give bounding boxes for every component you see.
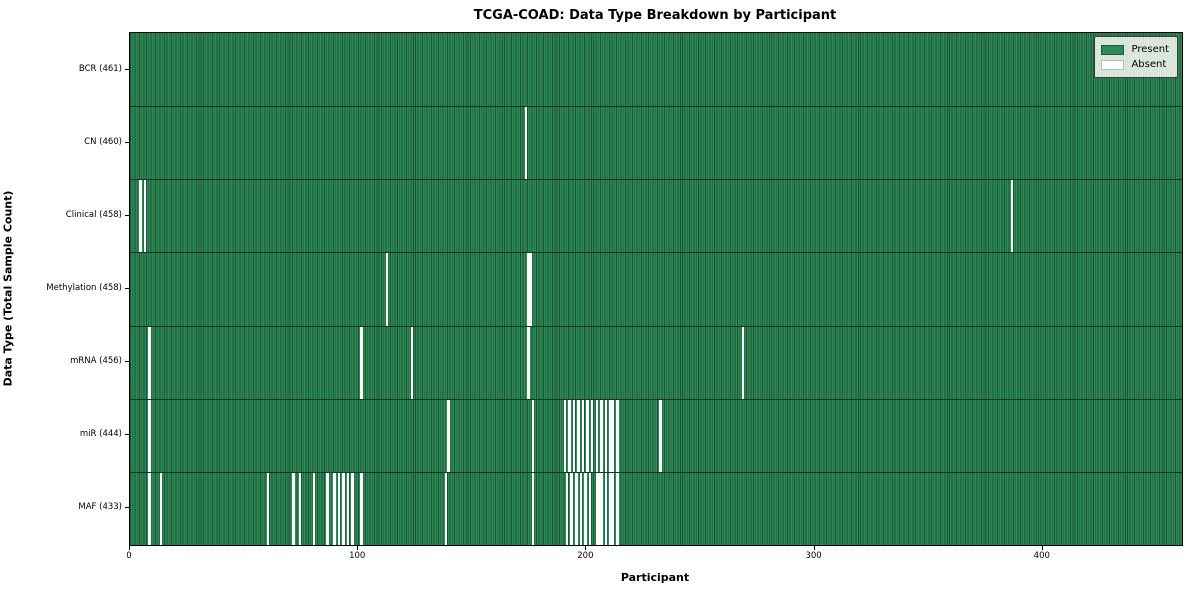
row-band-Clinical bbox=[130, 179, 1182, 253]
absent-line bbox=[611, 472, 615, 545]
absent-line bbox=[595, 399, 599, 472]
row-band-Methylation bbox=[130, 252, 1182, 326]
absent-line bbox=[360, 326, 363, 399]
absent-line bbox=[385, 253, 389, 326]
x-tick-mark bbox=[357, 545, 359, 550]
absent-line bbox=[741, 326, 745, 399]
y-tick-label: miR (444) bbox=[79, 429, 122, 440]
absent-swatch-icon bbox=[1101, 59, 1125, 70]
absent-line bbox=[600, 399, 603, 472]
absent-line bbox=[616, 399, 619, 472]
y-tick-label: mRNA (456) bbox=[70, 356, 122, 367]
absent-line bbox=[360, 472, 363, 545]
absent-line bbox=[590, 399, 594, 472]
row-band-CN bbox=[130, 106, 1182, 180]
y-tick-label: CN (460) bbox=[84, 136, 122, 147]
absent-line bbox=[572, 399, 576, 472]
row-band-mRNA bbox=[130, 325, 1182, 399]
absent-line bbox=[333, 472, 336, 545]
x-tick-label: 300 bbox=[805, 551, 822, 561]
absent-line bbox=[604, 472, 608, 545]
absent-line bbox=[581, 399, 585, 472]
absent-line bbox=[577, 399, 580, 472]
absent-line bbox=[447, 399, 450, 472]
absent-line bbox=[531, 472, 535, 545]
absent-line bbox=[579, 472, 583, 545]
absent-line bbox=[351, 472, 354, 545]
absent-line bbox=[1010, 180, 1014, 253]
x-tick-label: 100 bbox=[349, 551, 366, 561]
plot-area: Present Absent bbox=[129, 32, 1183, 546]
y-tick-mark bbox=[124, 361, 129, 363]
absent-line bbox=[148, 399, 151, 472]
absent-line bbox=[574, 472, 578, 545]
absent-line bbox=[292, 472, 295, 545]
absent-line bbox=[346, 472, 350, 545]
absent-line bbox=[565, 472, 569, 545]
legend-label-absent: Absent bbox=[1131, 59, 1167, 70]
absent-line bbox=[342, 472, 345, 545]
absent-line bbox=[568, 399, 571, 472]
absent-line bbox=[529, 253, 532, 326]
absent-line bbox=[312, 472, 316, 545]
row-band-BCR bbox=[130, 33, 1182, 107]
y-tick-label: MAF (433) bbox=[78, 502, 122, 513]
legend: Present Absent bbox=[1094, 36, 1178, 78]
absent-line bbox=[600, 472, 603, 545]
absent-line bbox=[611, 399, 615, 472]
absent-line bbox=[266, 472, 270, 545]
y-tick-mark bbox=[124, 507, 129, 509]
absent-line bbox=[444, 472, 448, 545]
absent-line bbox=[531, 399, 535, 472]
y-tick-mark bbox=[124, 141, 129, 143]
absent-line bbox=[159, 472, 163, 545]
chart-title: TCGA-COAD: Data Type Breakdown by Partic… bbox=[473, 8, 837, 23]
x-tick-label: 0 bbox=[126, 551, 132, 561]
legend-entry-absent: Absent bbox=[1101, 57, 1169, 72]
absent-line bbox=[659, 399, 662, 472]
y-tick-label: Methylation (458) bbox=[46, 283, 122, 293]
row-band-MAF bbox=[130, 471, 1182, 545]
legend-entry-present: Present bbox=[1101, 42, 1169, 57]
x-tick-label: 400 bbox=[1033, 551, 1050, 561]
row-band-miR bbox=[130, 398, 1182, 472]
absent-line bbox=[410, 326, 414, 399]
absent-line bbox=[586, 399, 589, 472]
absent-line bbox=[595, 472, 599, 545]
absent-line bbox=[570, 472, 573, 545]
absent-line bbox=[527, 326, 530, 399]
x-axis-label: Participant bbox=[620, 571, 690, 584]
x-tick-mark bbox=[585, 545, 587, 550]
y-tick-mark bbox=[124, 214, 129, 216]
y-tick-label: Clinical (458) bbox=[65, 209, 122, 220]
absent-line bbox=[148, 472, 151, 545]
absent-line bbox=[609, 399, 612, 472]
y-tick-mark bbox=[124, 68, 129, 70]
absent-line bbox=[337, 472, 341, 545]
absent-line bbox=[604, 399, 608, 472]
absent-line bbox=[588, 472, 592, 545]
absent-line bbox=[616, 472, 619, 545]
x-tick-label: 200 bbox=[577, 551, 594, 561]
present-swatch-icon bbox=[1101, 44, 1125, 55]
absent-line bbox=[563, 399, 567, 472]
x-tick-mark bbox=[129, 545, 130, 550]
x-tick-mark bbox=[813, 545, 815, 550]
absent-line bbox=[326, 472, 329, 545]
absent-line bbox=[584, 472, 587, 545]
y-tick-label: BCR (461) bbox=[78, 63, 122, 74]
legend-label-present: Present bbox=[1131, 44, 1169, 55]
x-tick-mark bbox=[1041, 545, 1043, 550]
absent-line bbox=[139, 180, 142, 253]
absent-line bbox=[609, 472, 612, 545]
absent-line bbox=[597, 472, 601, 545]
y-tick-mark bbox=[124, 288, 129, 289]
absent-line bbox=[143, 180, 147, 253]
absent-line bbox=[148, 326, 151, 399]
absent-line bbox=[527, 253, 530, 326]
y-tick-mark bbox=[124, 434, 129, 436]
absent-line bbox=[298, 472, 302, 545]
absent-line bbox=[524, 107, 528, 180]
